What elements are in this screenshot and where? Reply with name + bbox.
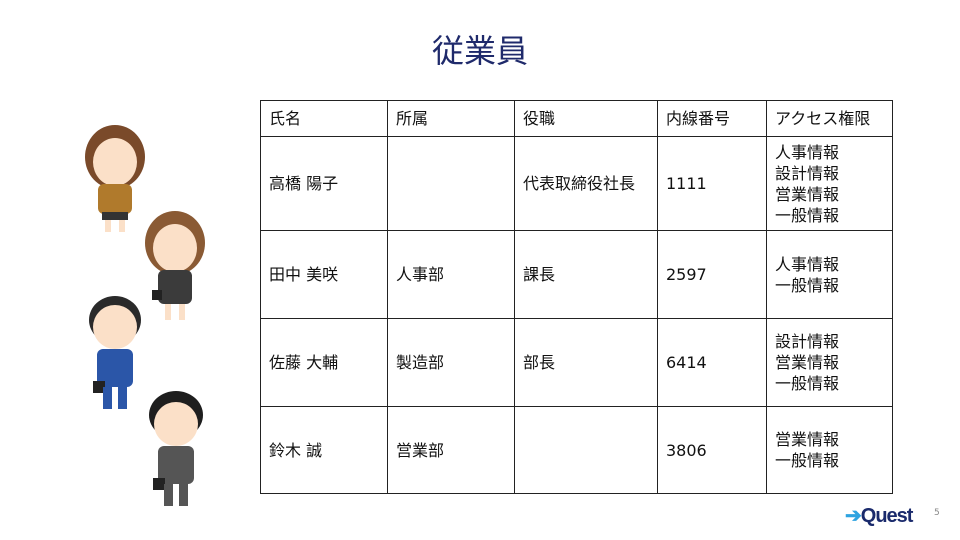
table-row: 鈴木 誠 営業部 3806 営業情報一般情報 (260, 406, 893, 494)
cell-dept: 製造部 (387, 318, 515, 407)
access-item: 設計情報 (775, 332, 840, 351)
access-item: 営業情報 (775, 430, 840, 449)
table-row: 田中 美咲 人事部 課長 2597 人事情報 一般情報 (260, 230, 893, 319)
header-role: 役職 (514, 100, 658, 137)
cell-ext: 6414 (657, 318, 767, 407)
cell-role: 代表取締役社長 (514, 136, 658, 231)
table-row: 佐藤 大輔 製造部 部長 6414 設計情報営業情報一般情報 (260, 318, 893, 407)
access-item: 人事情報 (775, 254, 840, 274)
woman-executive-illustration (85, 125, 145, 232)
cell-ext: 2597 (657, 230, 767, 319)
access-item: 一般情報 (775, 205, 840, 225)
access-item: 営業情報 (775, 184, 840, 204)
table-row: 高橋 陽子 代表取締役社長 1111 人事情報 設計情報 営業情報 一般情報 (260, 136, 893, 231)
access-item: 一般情報 (775, 374, 840, 393)
cell-access: 営業情報 一般情報 (766, 406, 893, 494)
man-blue-suit-illustration (89, 296, 141, 409)
cell-name: 田中 美咲 (260, 230, 388, 319)
header-ext: 内線番号 (657, 100, 767, 137)
cell-dept: 営業部 (387, 406, 515, 494)
header-name: 氏名 (260, 100, 388, 137)
arrow-icon: ➔ (845, 505, 862, 527)
cell-ext: 1111 (657, 136, 767, 231)
slide-title: 従業員 (431, 32, 528, 70)
access-item: 一般情報 (775, 275, 840, 295)
cell-dept: 人事部 (387, 230, 515, 319)
cell-access: 設計情報営業情報一般情報 (766, 318, 893, 407)
man-gray-suit-illustration (149, 391, 203, 506)
access-item: 人事情報 (775, 142, 840, 162)
cell-role: 課長 (514, 230, 658, 319)
header-access: アクセス権限 (766, 100, 893, 137)
cell-role: 部長 (514, 318, 658, 407)
access-item: 営業情報 (775, 353, 840, 372)
cell-dept (387, 136, 515, 231)
quest-logo: ➔Quest (845, 503, 914, 528)
cell-access: 人事情報 一般情報 (766, 230, 893, 319)
access-item: 一般情報 (775, 451, 840, 470)
access-item: 設計情報 (775, 163, 840, 183)
cell-name: 高橋 陽子 (260, 136, 388, 231)
woman-manager-illustration (145, 211, 205, 320)
employee-table: 氏名 所属 役職 内線番号 アクセス権限 高橋 陽子 代表取締役社長 1111 … (260, 100, 893, 494)
cell-access: 人事情報 設計情報 営業情報 一般情報 (766, 136, 893, 231)
header-dept: 所属 (387, 100, 515, 137)
cell-ext: 3806 (657, 406, 767, 494)
cell-role (514, 406, 658, 494)
cell-name: 佐藤 大輔 (260, 318, 388, 407)
cell-name: 鈴木 誠 (260, 406, 388, 494)
logo-text: Quest (860, 505, 914, 527)
table-header-row: 氏名 所属 役職 内線番号 アクセス権限 (260, 100, 893, 137)
page-number: 5 (934, 508, 940, 518)
